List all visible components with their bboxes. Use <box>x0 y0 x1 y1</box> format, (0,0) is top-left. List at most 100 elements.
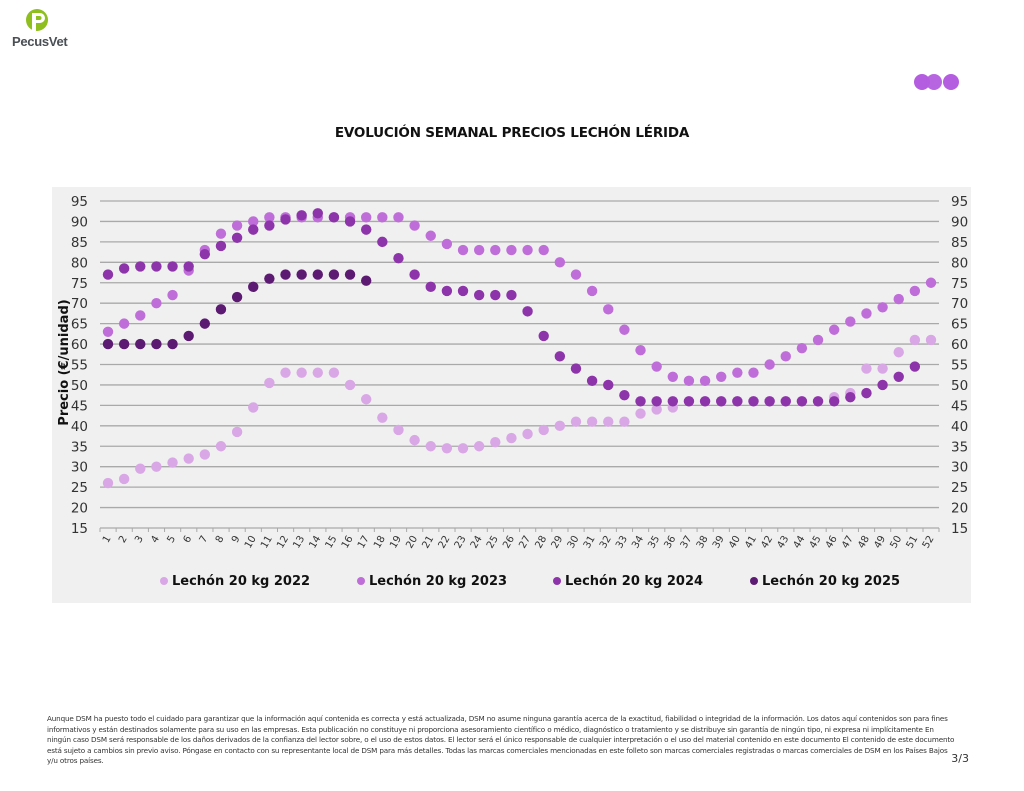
x-tick-label: 37 <box>679 534 695 551</box>
data-point <box>360 212 372 223</box>
y-tick-label-left: 15 <box>71 521 88 537</box>
data-point <box>409 269 420 280</box>
data-point <box>828 396 840 407</box>
data-point <box>457 244 469 256</box>
legend-label: Lechón 20 kg 2022 <box>172 574 310 589</box>
data-point <box>764 396 775 407</box>
data-point <box>506 289 517 301</box>
x-tick-label: 26 <box>501 534 517 551</box>
data-point <box>215 228 227 239</box>
data-point <box>796 342 808 354</box>
disclaimer-text: Aunque DSM ha puesto todo el cuidado par… <box>47 714 955 766</box>
data-point <box>441 238 453 250</box>
data-point <box>683 375 695 387</box>
data-point <box>231 220 243 231</box>
x-tick-label: 41 <box>743 534 759 551</box>
y-tick-label-left: 50 <box>71 378 88 394</box>
data-point <box>457 285 469 297</box>
data-point <box>554 257 566 268</box>
data-point <box>360 394 372 405</box>
y-tick-label-left: 60 <box>71 337 88 353</box>
x-tick-label: 4 <box>149 534 162 545</box>
y-tick-label-right: 25 <box>951 480 968 496</box>
data-point <box>877 363 888 374</box>
data-point <box>102 338 114 350</box>
data-point <box>248 281 259 293</box>
x-tick-label: 51 <box>905 534 921 551</box>
data-point <box>845 392 856 403</box>
data-point <box>118 263 130 274</box>
y-tick-label-left: 85 <box>71 235 88 251</box>
data-point <box>764 359 775 370</box>
data-point <box>603 304 614 315</box>
x-tick-label: 38 <box>695 534 711 551</box>
data-point <box>328 212 340 223</box>
data-point <box>893 347 904 358</box>
data-point <box>312 208 323 219</box>
data-point <box>490 436 501 448</box>
y-tick-label-right: 80 <box>951 255 968 271</box>
series-lechón-20-kg-2023 <box>102 212 937 387</box>
data-point <box>102 269 114 280</box>
data-point <box>619 416 630 427</box>
x-tick-label: 42 <box>759 534 775 551</box>
x-tick-label: 32 <box>598 534 614 551</box>
y-tick-label-right: 85 <box>951 235 968 251</box>
data-point <box>199 248 211 260</box>
data-point <box>909 334 921 346</box>
x-tick-label: 44 <box>792 534 808 551</box>
data-point <box>909 285 921 297</box>
data-point <box>635 396 646 407</box>
data-point <box>393 253 404 264</box>
y-tick-label-left: 30 <box>71 460 88 476</box>
data-point <box>473 289 485 301</box>
data-point <box>877 379 888 391</box>
y-tick-label-right: 65 <box>951 317 968 333</box>
legend-label: Lechón 20 kg 2025 <box>762 574 900 589</box>
data-point <box>716 371 727 382</box>
data-point <box>651 404 662 415</box>
data-point <box>215 240 227 252</box>
data-point <box>522 306 533 317</box>
data-point <box>231 291 243 303</box>
data-point <box>264 220 275 231</box>
y-tick-label-left: 55 <box>71 358 88 374</box>
data-point <box>909 361 921 372</box>
y-tick-label-left: 90 <box>71 214 88 230</box>
data-point <box>248 402 259 413</box>
pecusvet-logo-icon <box>26 9 48 31</box>
data-point <box>231 232 243 243</box>
data-point <box>167 261 178 272</box>
data-point <box>619 324 630 335</box>
data-point <box>102 477 114 489</box>
data-point <box>603 416 614 427</box>
y-tick-label-left: 25 <box>71 480 88 496</box>
x-tick-label: 7 <box>198 534 211 545</box>
data-point <box>264 212 275 223</box>
x-tick-label: 48 <box>856 534 872 551</box>
data-point <box>716 396 727 407</box>
data-point <box>522 244 533 256</box>
data-point <box>425 230 436 241</box>
data-point <box>554 351 566 362</box>
y-tick-label-right: 40 <box>951 419 968 435</box>
data-point <box>619 389 630 401</box>
data-point <box>248 216 259 227</box>
data-point <box>796 396 808 407</box>
data-point <box>861 308 872 319</box>
data-point <box>296 367 307 378</box>
data-point <box>699 396 711 407</box>
x-tick-label: 23 <box>453 534 469 551</box>
data-point <box>183 330 194 342</box>
decorative-dots-icon <box>914 74 959 90</box>
x-tick-label: 14 <box>307 534 323 551</box>
data-point <box>312 269 323 280</box>
data-point <box>732 396 743 407</box>
data-point <box>538 244 549 256</box>
data-point <box>248 224 259 235</box>
x-tick-label: 47 <box>840 534 856 551</box>
legend-marker <box>750 577 758 585</box>
data-point <box>264 273 275 284</box>
x-tick-label: 22 <box>437 534 453 551</box>
x-tick-label: 17 <box>356 534 372 551</box>
